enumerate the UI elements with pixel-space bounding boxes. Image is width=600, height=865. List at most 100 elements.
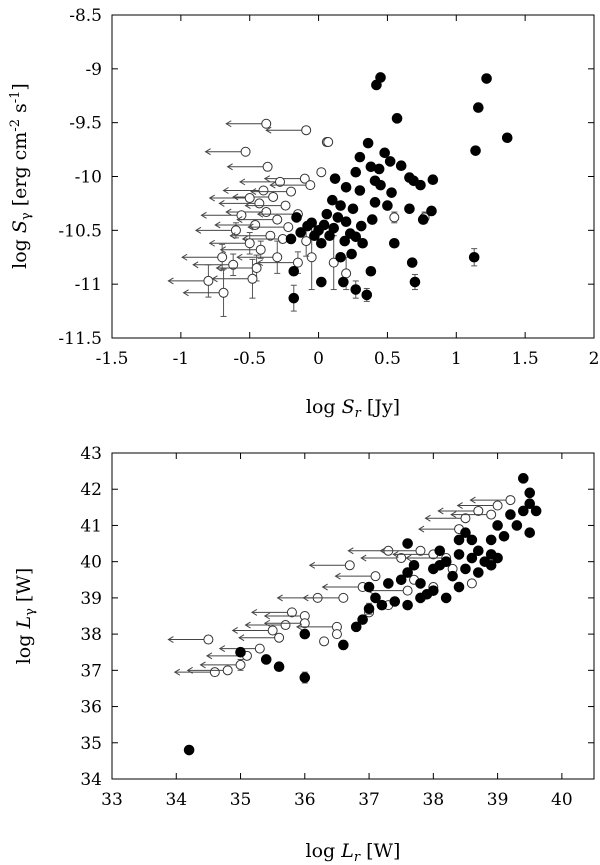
filled-circle-marker [389, 237, 400, 249]
upper-limit-point [226, 161, 273, 172]
filled-circle-marker [395, 574, 407, 586]
y-axis-title: log Sγ [erg cm-2 s-1] [8, 83, 34, 269]
open-circle-marker [473, 505, 484, 516]
detected-point [389, 237, 400, 249]
upper-limit-point [328, 235, 339, 291]
upper-limit-point [250, 607, 297, 618]
open-circle-marker [274, 632, 285, 643]
open-circle-marker [316, 167, 327, 178]
open-circle-marker [280, 620, 291, 631]
detected-point [340, 216, 352, 228]
arrow-head [302, 594, 309, 602]
detected-point [288, 284, 300, 312]
detected-point [354, 185, 366, 196]
y-tick-label: -9 [85, 60, 102, 80]
data-marks [167, 473, 542, 756]
arrow-head [208, 239, 215, 247]
x-tick-label: 40 [551, 790, 573, 810]
detected-point [402, 599, 413, 611]
filled-circle-marker [440, 592, 452, 604]
filled-circle-marker [363, 581, 375, 593]
upper-limit-point [269, 180, 316, 191]
filled-circle-marker [498, 531, 510, 542]
filled-circle-marker [501, 132, 513, 144]
open-circle-marker [292, 257, 303, 268]
filled-circle-marker [316, 237, 327, 249]
filled-circle-marker [361, 289, 373, 301]
chart-flux: -1.5 -1 -0.5 0 0.5 1 1.5 2 -11.5 -11 -10.5 -10 -9.5 -… [8, 6, 599, 421]
filled-circle-marker [376, 599, 388, 611]
filled-circle-marker [338, 639, 349, 651]
upper-limit-point [182, 268, 229, 317]
detected-point [468, 248, 480, 267]
filled-circle-marker [389, 596, 401, 607]
open-circle-marker [247, 273, 258, 284]
open-circle-marker [203, 275, 214, 286]
filled-circle-marker [299, 628, 311, 640]
upper-limit-point [181, 243, 228, 271]
upper-limit-point [192, 253, 239, 277]
filled-circle-marker [324, 230, 335, 242]
filled-circle-marker [379, 147, 390, 159]
detected-point [473, 102, 484, 113]
filled-circle-marker [355, 220, 367, 232]
arrow-head [236, 253, 243, 261]
open-circle-marker [283, 222, 294, 233]
filled-circle-marker [384, 156, 396, 167]
detected-point [365, 265, 377, 277]
arrow-head [256, 210, 264, 218]
arrow-head [321, 583, 328, 591]
open-circle-marker [319, 636, 330, 647]
upper-limit-point [199, 658, 246, 671]
arrow-head [192, 261, 199, 269]
filled-circle-marker [524, 527, 536, 538]
detected-point [335, 251, 346, 263]
detected-point [366, 214, 378, 225]
filled-circle-marker [485, 559, 497, 571]
filled-circle-marker [365, 265, 377, 277]
detected-point [453, 549, 465, 560]
filled-circle-marker [466, 552, 478, 564]
filled-circle-marker [375, 72, 386, 83]
y-tick-label: 42 [80, 480, 102, 500]
detected-point [404, 203, 415, 215]
upper-limit-point [222, 185, 269, 196]
detected-point [473, 567, 484, 578]
y-tick-label: 35 [80, 734, 102, 754]
detected-point [530, 505, 542, 517]
open-circle-marker [255, 244, 266, 255]
arrow-head [205, 652, 213, 660]
arrow-head [250, 608, 258, 616]
open-circle-marker [268, 191, 279, 202]
filled-circle-marker [468, 251, 480, 263]
detected-point [518, 473, 529, 484]
filled-circle-marker [473, 567, 484, 578]
filled-circle-marker [492, 520, 503, 531]
open-circle-marker [492, 500, 503, 511]
arrow-head [225, 208, 232, 216]
open-circle-marker [466, 578, 477, 589]
upper-limit-point [211, 258, 258, 299]
open-circle-marker [258, 185, 269, 196]
detected-point [350, 621, 362, 633]
arrow-head [437, 507, 444, 515]
detected-point [466, 552, 478, 564]
filled-circle-marker [366, 214, 378, 225]
upper-limit-point [323, 137, 334, 148]
upper-limit-point [308, 560, 355, 571]
open-circle-marker [338, 592, 349, 603]
y-tick-label: 39 [80, 589, 102, 609]
open-circle-marker [505, 495, 516, 506]
open-circle-marker [280, 200, 291, 211]
filled-circle-marker [288, 265, 300, 277]
arrow-head [231, 627, 238, 634]
detected-point [362, 137, 374, 149]
upper-limit-point [450, 509, 497, 520]
filled-circle-marker [408, 559, 420, 571]
arrow-head [218, 199, 225, 207]
detected-point [327, 194, 338, 206]
detected-point [357, 237, 368, 249]
detected-point [350, 231, 362, 243]
filled-circle-marker [354, 151, 366, 163]
